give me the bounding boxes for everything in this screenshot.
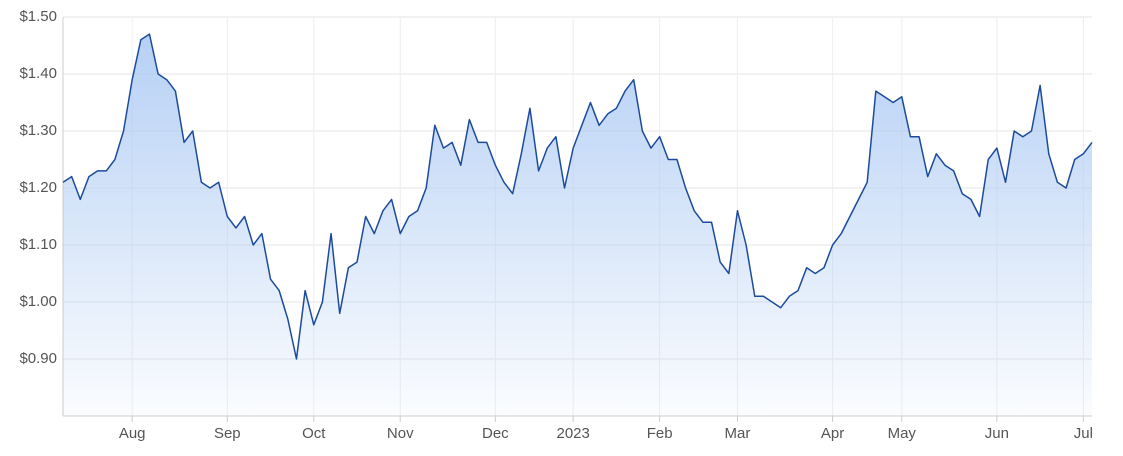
x-tick-label: Dec: [482, 425, 509, 442]
x-tick-label: 2023: [556, 425, 589, 442]
x-tick-label: Mar: [725, 425, 751, 442]
y-tick-label: $1.00: [19, 293, 57, 310]
y-tick-label: $1.50: [19, 8, 57, 25]
price-line: [62, 33, 1093, 360]
area: [63, 34, 1092, 416]
x-tick-label: Aug: [119, 425, 146, 442]
y-tick-label: $1.10: [19, 236, 57, 253]
y-tick-label: $0.90: [19, 350, 57, 367]
x-tick-label: Jun: [985, 425, 1009, 442]
x-tick-label: Nov: [387, 425, 414, 442]
x-tick-label: Oct: [302, 425, 326, 442]
x-tick-label: Sep: [214, 425, 241, 442]
x-tick-label: Apr: [821, 425, 844, 442]
y-tick-label: $1.20: [19, 179, 57, 196]
x-tick-label: Jul: [1074, 425, 1093, 442]
x-tick-label: Feb: [647, 425, 673, 442]
x-tick-label: May: [888, 425, 917, 442]
y-tick-label: $1.30: [19, 122, 57, 139]
y-tick-label: $1.40: [19, 65, 57, 82]
